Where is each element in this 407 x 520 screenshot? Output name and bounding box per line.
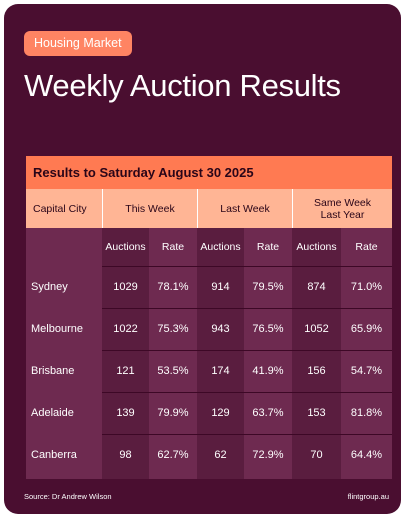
this-week-rate: 62.7% — [157, 449, 189, 461]
table-row-city: Brisbane — [31, 365, 75, 377]
last-year-auctions: 70 — [310, 449, 323, 461]
table-row-city: Sydney — [31, 281, 68, 293]
last-week-auctions: 174 — [211, 365, 230, 377]
last-year-rate: 71.0% — [350, 281, 383, 293]
last-week-auctions: 914 — [211, 281, 230, 293]
this-week-auctions-header: Auctions — [105, 241, 146, 253]
last-year-rate-header: Rate — [355, 241, 378, 253]
this-week-rate: 75.3% — [157, 323, 189, 335]
last-week-auctions: 129 — [211, 407, 230, 419]
last-year-rate: 54.7% — [350, 365, 383, 377]
last-week-rate-shade — [244, 228, 292, 479]
sub-header-row: Auctions Rate Auctions Rate Auctions Rat… — [26, 228, 392, 266]
this-week-auctions: 98 — [119, 449, 132, 461]
page-title: Weekly Auction Results — [24, 68, 341, 103]
this-week-auctions: 139 — [116, 407, 135, 419]
this-week-auctions: 121 — [116, 365, 135, 377]
last-year-label: Last Year — [320, 208, 365, 221]
last-week-header: Last Week — [220, 202, 270, 215]
row-divider — [102, 266, 392, 267]
row-divider — [102, 308, 392, 309]
same-week-label: Same Week — [314, 196, 371, 209]
last-week-rate: 63.7% — [252, 407, 284, 419]
last-year-rate: 64.4% — [350, 449, 383, 461]
last-week-rate-header: Rate — [256, 241, 280, 253]
row-divider — [102, 434, 392, 435]
auction-results-table: Results to Saturday August 30 2025 Capit… — [26, 156, 392, 479]
same-week-last-year-header: Same Week Last Year — [293, 189, 392, 228]
this-week-rate: 79.9% — [157, 407, 189, 419]
last-year-auctions: 874 — [307, 281, 326, 293]
this-week-auctions: 1029 — [113, 281, 138, 293]
last-year-rate-shade — [341, 228, 392, 479]
last-week-rate: 76.5% — [252, 323, 284, 335]
city-column-shade — [26, 228, 102, 479]
row-divider — [102, 392, 392, 393]
capital-city-header: Capital City — [33, 202, 87, 215]
table-row-city: Melbourne — [31, 323, 83, 335]
site-url: flintgroup.au — [347, 492, 389, 501]
last-week-auctions: 943 — [211, 323, 230, 335]
source-credit: Source: Dr Andrew Wilson — [24, 492, 112, 501]
last-week-rate: 72.9% — [252, 449, 284, 461]
row-divider — [102, 350, 392, 351]
last-year-auctions: 1052 — [304, 323, 329, 335]
last-year-rate: 65.9% — [350, 323, 383, 335]
divider — [197, 189, 198, 228]
this-week-rate: 78.1% — [157, 281, 189, 293]
table-row-city: Adelaide — [31, 407, 74, 419]
category-tag: Housing Market — [24, 31, 132, 56]
last-week-rate: 41.9% — [252, 365, 284, 377]
this-week-header: This Week — [125, 202, 175, 215]
divider — [292, 189, 293, 228]
results-card: Housing Market Weekly Auction Results Re… — [4, 4, 401, 514]
this-week-auctions: 1022 — [113, 323, 138, 335]
last-year-rate: 81.8% — [350, 407, 383, 419]
divider — [102, 189, 103, 228]
column-group-header: Capital City This Week Last Week Same We… — [26, 189, 392, 228]
this-week-rate: 53.5% — [157, 365, 189, 377]
last-week-auctions-header: Auctions — [200, 241, 241, 253]
last-year-auctions: 156 — [307, 365, 326, 377]
last-week-rate: 79.5% — [252, 281, 284, 293]
last-week-auctions: 62 — [214, 449, 227, 461]
last-year-auctions-header: Auctions — [296, 241, 337, 253]
table-row-city: Canberra — [31, 449, 77, 461]
table-header: Results to Saturday August 30 2025 — [26, 156, 392, 189]
last-year-auctions: 153 — [307, 407, 326, 419]
this-week-rate-shade — [149, 228, 197, 479]
this-week-rate-header: Rate — [161, 241, 185, 253]
